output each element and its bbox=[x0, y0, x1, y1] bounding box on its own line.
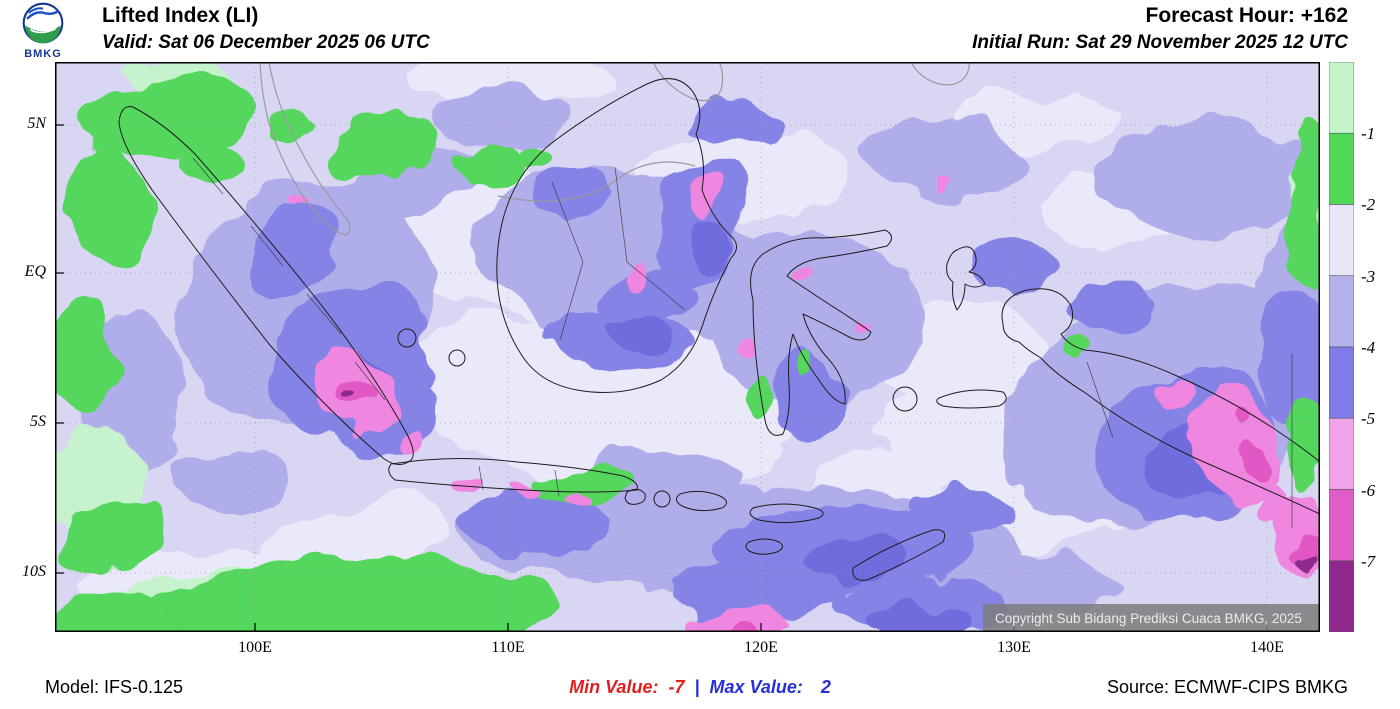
graticule bbox=[55, 62, 1320, 632]
colorbar-tick: -7 bbox=[1361, 552, 1376, 571]
colorbar-segment bbox=[1329, 132, 1354, 205]
lat-label-eq: EQ bbox=[24, 263, 46, 280]
colorbar-segment bbox=[1329, 489, 1354, 562]
model-label: Model: IFS-0.125 bbox=[45, 677, 184, 697]
initial-run-label: Initial Run: Sat 29 November 2025 12 UTC bbox=[972, 32, 1348, 53]
contour-fill-layer bbox=[0, 49, 1345, 709]
lat-label-10s: 10S bbox=[22, 563, 46, 580]
map-border bbox=[55, 62, 1320, 632]
copyright-overlay: Copyright Sub Bidang Prediksi Cuaca BMKG… bbox=[983, 604, 1320, 632]
page-title: Lifted Index (LI) bbox=[102, 4, 259, 27]
colorbar-tick: -3 bbox=[1361, 267, 1376, 286]
lat-label-5n: 5N bbox=[27, 115, 46, 132]
colorbar-tick: -2 bbox=[1361, 195, 1376, 214]
colorbar bbox=[1329, 62, 1354, 632]
min-value: -7 bbox=[668, 677, 685, 697]
bmkg-logo-icon bbox=[22, 2, 64, 44]
min-max-values: Min Value: -7 | Max Value: 2 bbox=[569, 677, 831, 698]
forecast-hour-label: Forecast Hour: +162 bbox=[1145, 4, 1349, 27]
colorbar-tick: -4 bbox=[1361, 338, 1376, 357]
lon-label-140e: 140E bbox=[1250, 639, 1284, 656]
source-label: Source: ECMWF-CIPS BMKG bbox=[1106, 677, 1348, 697]
valid-time-label: Valid: Sat 06 December 2025 06 UTC bbox=[102, 32, 430, 53]
min-max-separator: | bbox=[694, 677, 700, 697]
colorbar-segment bbox=[1329, 204, 1354, 277]
colorbar-segment bbox=[1329, 417, 1354, 490]
lon-label-130e: 130E bbox=[997, 639, 1031, 656]
map-canvas: Copyright Sub Bidang Prediksi Cuaca BMKG… bbox=[0, 49, 1345, 709]
lon-label-120e: 120E bbox=[744, 639, 778, 656]
max-value-label: Max Value: bbox=[709, 677, 803, 697]
lon-label-100e: 100E bbox=[238, 639, 272, 656]
colorbar-segment bbox=[1329, 346, 1354, 419]
colorbar-segment bbox=[1329, 62, 1354, 134]
colorbar-segment bbox=[1329, 275, 1354, 348]
lon-label-110e: 110E bbox=[491, 639, 525, 656]
copyright-text: Copyright Sub Bidang Prediksi Cuaca BMKG… bbox=[995, 611, 1302, 626]
lifted-index-map: Copyright Sub Bidang Prediksi Cuaca BMKG… bbox=[0, 49, 1345, 709]
colorbar-tick: -6 bbox=[1361, 481, 1376, 500]
bmkg-logo-label: BMKG bbox=[24, 48, 62, 60]
colorbar-segment bbox=[1329, 560, 1354, 632]
min-value-label: Min Value: bbox=[569, 677, 659, 697]
max-value: 2 bbox=[820, 677, 831, 697]
bmkg-logo: BMKG bbox=[12, 2, 74, 60]
coastlines bbox=[118, 78, 1321, 581]
lat-label-5s: 5S bbox=[30, 413, 46, 430]
admin-borders bbox=[192, 157, 1293, 528]
foreign-coastlines bbox=[259, 61, 970, 236]
colorbar-tick: -5 bbox=[1361, 409, 1376, 428]
colorbar-tick: -1 bbox=[1361, 124, 1376, 143]
